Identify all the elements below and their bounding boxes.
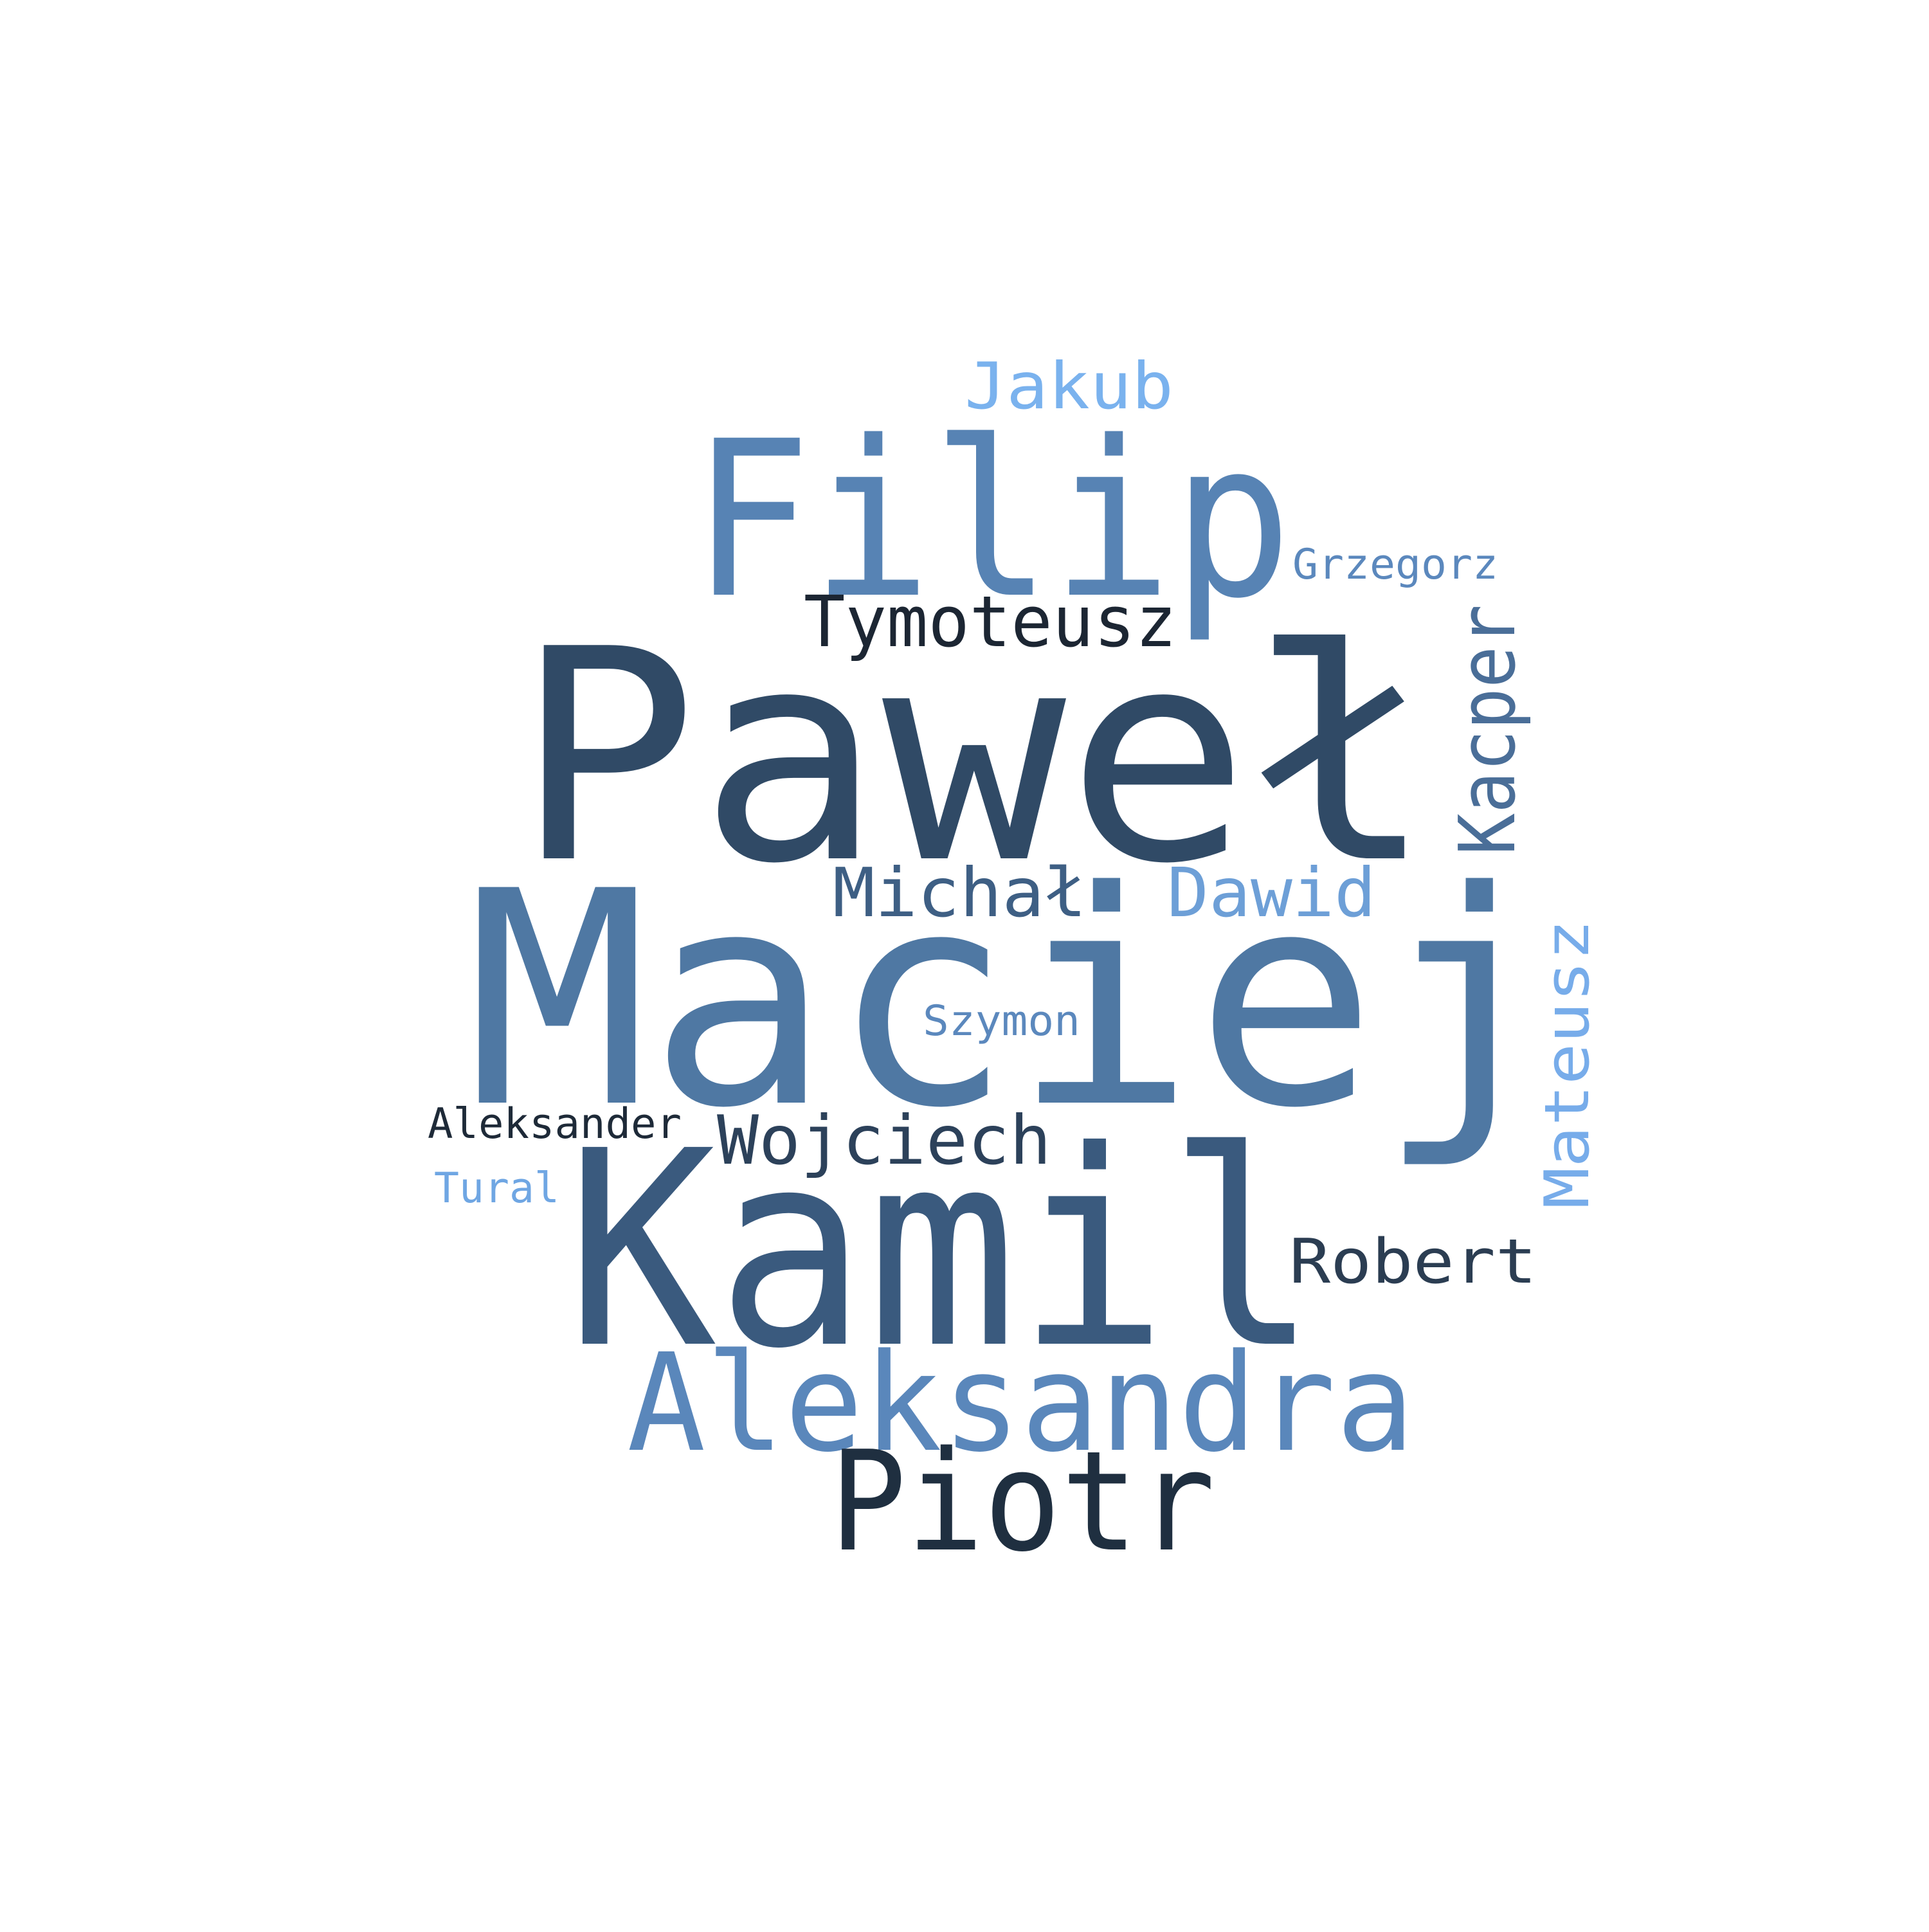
word-maciej: Maciej (466, 829, 1559, 1173)
word-tymoteusz: Tymoteusz (804, 581, 1177, 663)
word-dawid: Dawid (1167, 854, 1376, 932)
word-aleksander: Aleksander (428, 1100, 682, 1148)
word-piotr: Piotr (829, 1421, 1215, 1582)
word-jakub: Jakub (964, 348, 1173, 424)
word-grzegorz: Grzegorz (1292, 541, 1498, 589)
word-kacper: Kacper (1444, 604, 1533, 855)
word-tural: Tural (434, 1164, 559, 1213)
word-aleksandra: Aleksandra (627, 1324, 1415, 1482)
word-michal: Michał (833, 854, 1087, 932)
word-wojciech: Wojciech (717, 1101, 1051, 1180)
word-mateusz: Mateusz (1532, 919, 1603, 1209)
word-pawel: Paweł (514, 588, 1434, 928)
word-szymon: Szymon (923, 997, 1080, 1045)
word-filip: Filip (691, 395, 1292, 646)
word-kamil: Kamil (566, 1094, 1318, 1408)
word-robert: Robert (1289, 1227, 1537, 1297)
